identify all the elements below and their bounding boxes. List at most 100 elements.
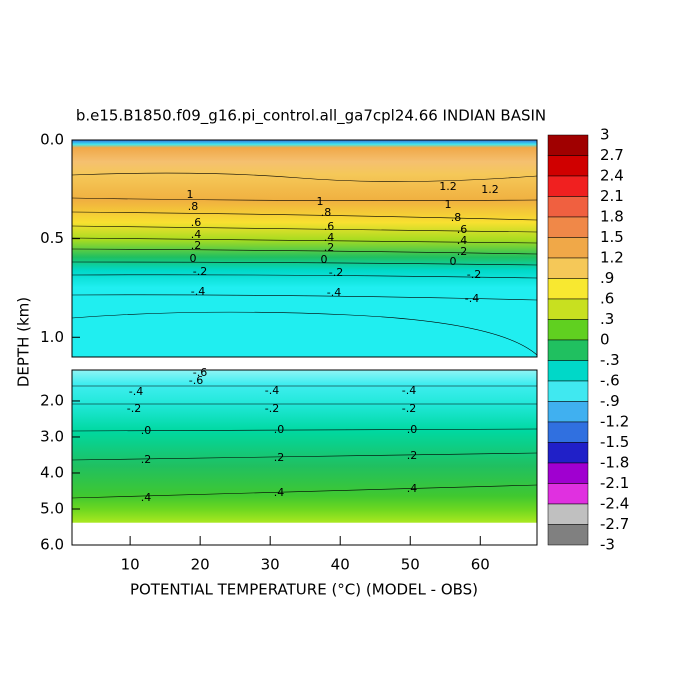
chart-title: b.e15.B1850.f09_g16.pi_control.all_ga7cp…: [76, 107, 546, 126]
colorbar-label: -1.2: [600, 413, 629, 431]
contour-label: .2: [324, 241, 335, 254]
contour-label: -.2: [329, 266, 343, 279]
contour-label: .8: [188, 200, 199, 213]
contour-label: -.2: [467, 268, 481, 281]
colorbar-label: 2.4: [600, 167, 624, 185]
colorbar-box: [547, 442, 589, 464]
contour-label: -.2: [265, 402, 279, 415]
colorbar-box: [547, 175, 589, 197]
colorbar-label: -1.8: [600, 454, 629, 472]
contour-fill: [72, 370, 537, 545]
contour-label: -.2: [127, 402, 141, 415]
contour-label: .4: [141, 491, 152, 504]
contour-label: -.6: [193, 366, 207, 379]
colorbar-label: -1.5: [600, 433, 629, 451]
contour-label: .6: [191, 216, 202, 229]
colorbar-label: 0: [600, 331, 610, 349]
contour-label: 1: [187, 188, 194, 201]
contour-label: -.2: [193, 265, 207, 278]
colorbar-label: -.3: [600, 351, 620, 369]
y-axis-label: DEPTH (km): [15, 297, 33, 387]
x-tick-label: 60: [471, 556, 490, 574]
x-tick-label: 50: [401, 556, 420, 574]
colorbar-box: [547, 462, 589, 484]
y-tick-label: 5.0: [40, 499, 64, 517]
contour-label: .2: [407, 449, 418, 462]
contour-label: .6: [457, 223, 468, 236]
colorbar-label: -3: [600, 536, 615, 554]
x-tick-label: 30: [261, 556, 280, 574]
colorbar-box: [547, 196, 589, 218]
x-axis-label: POTENTIAL TEMPERATURE (°C) (MODEL - OBS): [130, 581, 478, 599]
colorbar-box: [547, 524, 589, 546]
colorbar-box: [547, 380, 589, 402]
colorbar-label: .6: [600, 290, 614, 308]
contour-label: 1: [317, 195, 324, 208]
colorbar-box: [547, 298, 589, 320]
colorbar-box: [547, 339, 589, 361]
colorbar-label: -2.4: [600, 495, 629, 513]
x-tick-label: 20: [191, 556, 210, 574]
contour-label: .6: [324, 220, 335, 233]
colorbar-box: [547, 216, 589, 238]
colorbar-box: [547, 278, 589, 300]
colorbar-label: -.6: [600, 372, 620, 390]
contour-label: .0: [274, 423, 285, 436]
colorbar-box: [547, 360, 589, 382]
contour-label: 1: [445, 198, 452, 211]
contour-label: .8: [451, 211, 462, 224]
contour-label: 0: [450, 255, 457, 268]
colorbar-box: [547, 155, 589, 177]
colorbar-box: [547, 503, 589, 525]
contour-label: 0: [321, 253, 328, 266]
contour-fill: [72, 140, 537, 357]
colorbar-label: 1.8: [600, 208, 624, 226]
contour-label: -.4: [327, 286, 341, 299]
contour-label: -.4: [129, 385, 143, 398]
colorbar-label: 3: [600, 126, 610, 144]
y-tick-label: 3.0: [40, 427, 64, 445]
colorbar-label: 1.2: [600, 249, 624, 267]
colorbar-box: [547, 237, 589, 259]
colorbar-label: 2.1: [600, 187, 624, 205]
colorbar-label: -2.7: [600, 515, 629, 533]
colorbar-label: -2.1: [600, 474, 629, 492]
colorbar-box: [547, 401, 589, 423]
contour-label: .0: [407, 423, 418, 436]
contour-label: -.4: [465, 292, 479, 305]
x-tick-label: 40: [331, 556, 350, 574]
colorbar-box: [547, 134, 589, 156]
plot-frame: [71, 139, 538, 358]
y-tick-label: 4.0: [40, 463, 64, 481]
contour-label: .2: [141, 453, 152, 466]
contour-label: -.4: [402, 384, 416, 397]
contour-label: .2: [274, 451, 285, 464]
plot-frame: [71, 369, 538, 546]
colorbar-label: .3: [600, 310, 614, 328]
contour-label: -.4: [191, 285, 205, 298]
contour-label: .4: [457, 234, 468, 247]
y-tick-label: 0.5: [40, 229, 64, 247]
colorbar-box: [547, 483, 589, 505]
contour-label: .2: [191, 239, 202, 252]
contour-label: .2: [457, 245, 468, 258]
y-tick-label: 6.0: [40, 536, 64, 554]
colorbar-box: [547, 319, 589, 341]
contour-label: -.4: [265, 384, 279, 397]
contour-label: 0: [190, 252, 197, 265]
contour-label: 1.2: [481, 183, 499, 196]
contour-label: .4: [274, 486, 285, 499]
colorbar-label: 1.5: [600, 228, 624, 246]
contour-label: -.2: [402, 402, 416, 415]
contour-label: .8: [321, 206, 332, 219]
contour-label: -.6: [189, 374, 203, 387]
contour-label: 1.2: [439, 180, 457, 193]
contour-label: .4: [407, 482, 418, 495]
y-tick-label: 0.0: [40, 131, 64, 149]
contour-label: .4: [324, 231, 335, 244]
contour-label: .4: [191, 228, 202, 241]
y-tick-label: 1.0: [40, 328, 64, 346]
colorbar-box: [547, 421, 589, 443]
x-tick-label: 10: [121, 556, 140, 574]
